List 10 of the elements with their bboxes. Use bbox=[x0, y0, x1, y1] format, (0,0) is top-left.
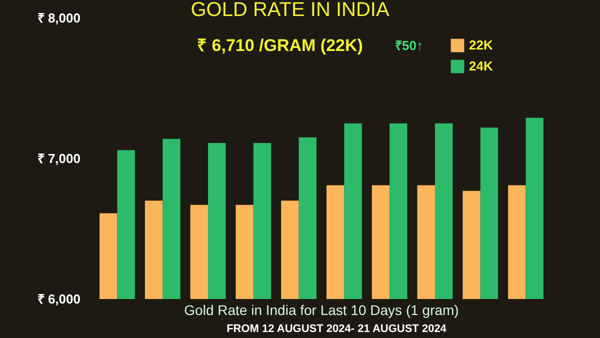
legend-label: 24K bbox=[469, 58, 494, 74]
y-tick-label: ₹ 6,000 bbox=[37, 292, 80, 306]
y-tick-label: ₹ 8,000 bbox=[37, 10, 80, 26]
y-tick-label: ₹ 7,000 bbox=[37, 151, 80, 166]
annotation: ₹50↑ bbox=[395, 38, 423, 53]
text: Gold Rate in India for Last 10 Days (1 gram) bbox=[184, 302, 459, 318]
text: ₹ 6,710 /GRAM (22K) bbox=[197, 36, 363, 55]
text: FROM 12 AUGUST 2024- 21 AUGUST 2024 bbox=[226, 323, 448, 335]
legend-label: 22K bbox=[469, 38, 494, 52]
chart-title: GOLD RATE IN INDIA bbox=[190, 0, 390, 21]
